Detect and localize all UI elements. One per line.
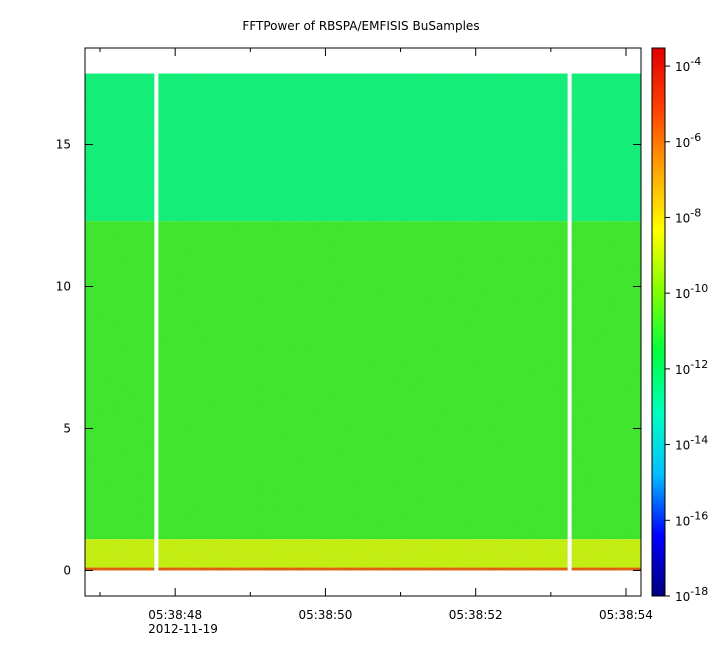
colorbar-tick-label: 10-16	[675, 509, 708, 528]
y-tick-label: 5	[63, 421, 71, 435]
colorbar-tick-label: 10-14	[675, 434, 708, 453]
x-date-label: 2012-11-19	[148, 622, 218, 636]
speckle-texture	[85, 73, 641, 571]
colorbar-tick-label: 10-6	[675, 131, 701, 150]
colorbar-tick-label: 10-12	[675, 358, 708, 377]
data-gap-0	[154, 72, 159, 572]
colorbar-tick-label: 10-10	[675, 282, 708, 301]
colorbar-axis: 10-4 10-6 10-8 10-10 10-12 10-14 10-16 10-18	[665, 55, 708, 604]
y-tick-label: 0	[63, 563, 71, 577]
y-tick-label: 15	[56, 138, 71, 152]
plot-area	[85, 72, 641, 572]
colorbar-tick-label: 10-18	[675, 585, 708, 604]
plot-frame	[84, 47, 642, 597]
data-gap-1	[567, 72, 572, 572]
colorbar-tick-label: 10-4	[675, 55, 701, 74]
y-tick-label: 10	[56, 280, 71, 294]
x-tick-label: 05:38:50	[298, 608, 352, 622]
y-axis: 0 5 10 15	[56, 138, 641, 577]
chart-title: FFTPower of RBSPA/EMFISIS BuSamples	[242, 19, 479, 33]
colorbar-tick-label: 10-8	[675, 206, 701, 225]
x-tick-label: 05:38:52	[449, 608, 503, 622]
x-tick-label: 05:38:54	[599, 608, 653, 622]
colorbar	[651, 47, 666, 597]
x-tick-label: 05:38:48	[148, 608, 202, 622]
